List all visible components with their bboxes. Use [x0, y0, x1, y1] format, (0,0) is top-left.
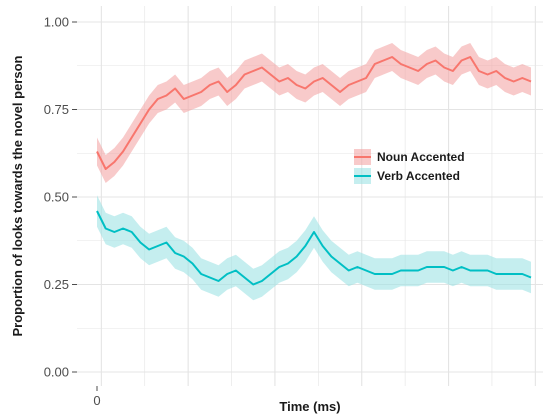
- x-tick-label: 0: [93, 393, 100, 408]
- noun-accented-line: [96, 56, 532, 170]
- verb-accented-band: [97, 195, 531, 301]
- y-axis-ticks: 0.00 0.25 0.50 0.75 1.00: [44, 15, 77, 380]
- noun-accented-band: [97, 43, 531, 183]
- y-tick-label: 0.75: [44, 102, 69, 117]
- verb-accented-line: [96, 210, 532, 286]
- noun-accented-legend-label: Noun Accented: [377, 150, 465, 164]
- verb-accented-legend-label: Verb Accented: [377, 169, 460, 183]
- y-tick-label: 1.00: [44, 15, 69, 30]
- legend: Noun Accented Verb Accented: [354, 149, 465, 184]
- y-tick-label: 0.50: [44, 190, 69, 205]
- y-tick-label: 0.00: [44, 365, 69, 380]
- confidence-bands: [97, 43, 531, 301]
- x-axis-title: Time (ms): [279, 399, 340, 414]
- y-tick-label: 0.25: [44, 277, 69, 292]
- series-lines: [96, 56, 532, 286]
- x-axis-ticks: 0: [93, 386, 101, 408]
- y-axis-title: Proportion of looks towards the novel pe…: [10, 55, 25, 336]
- grid: [77, 6, 543, 386]
